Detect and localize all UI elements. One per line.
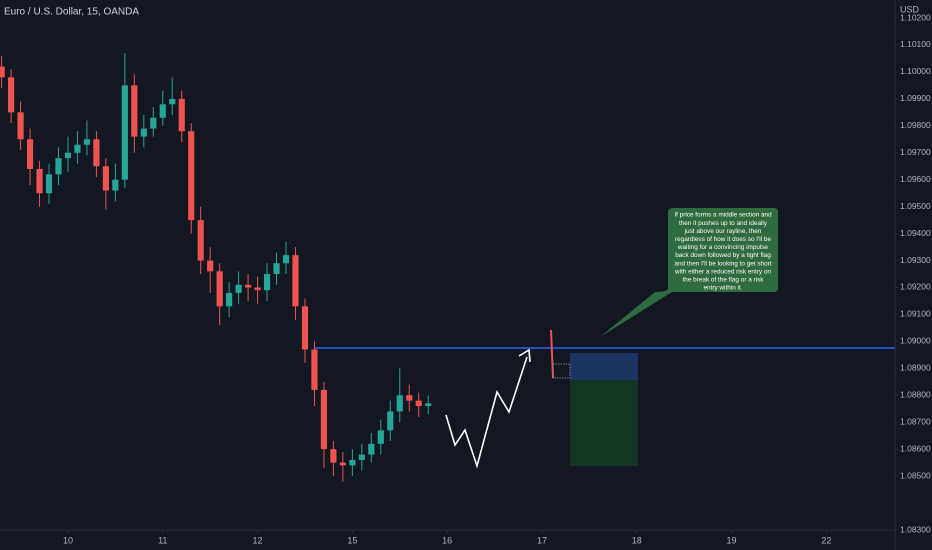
candle-body	[140, 128, 147, 137]
chart-title: Euro / U.S. Dollar, 15, OANDA	[4, 7, 139, 18]
candle-body	[159, 104, 166, 118]
candle-body	[121, 85, 128, 180]
callout-text: entry within it.	[703, 285, 742, 292]
candle-body	[216, 271, 223, 307]
candle-body	[387, 411, 394, 431]
candle-body	[292, 255, 299, 307]
y-tick-label: 1.10100	[900, 39, 931, 49]
x-tick-label: 18	[632, 535, 642, 545]
candle-body	[102, 166, 109, 191]
arrow-head	[518, 348, 531, 363]
y-tick-label: 1.09200	[900, 282, 931, 292]
candle-body	[178, 98, 185, 132]
x-tick-label: 10	[63, 535, 73, 545]
candle-body	[396, 395, 403, 412]
y-tick-label: 1.08500	[900, 470, 931, 480]
candle-body	[406, 395, 413, 401]
y-tick-label: 1.09100	[900, 309, 931, 319]
y-tick-label: 1.09600	[900, 174, 931, 184]
risk-box	[570, 353, 638, 380]
candle-body	[226, 292, 233, 307]
candle-body	[377, 430, 384, 444]
callout-text: with either a reduced risk entry on	[674, 268, 771, 275]
candle-body	[330, 449, 337, 463]
candle-body	[26, 139, 34, 169]
candle-body	[36, 168, 43, 194]
candle-body	[207, 260, 214, 272]
candle-body	[17, 112, 24, 140]
y-tick-label: 1.08900	[900, 363, 931, 373]
y-tick-label: 1.08300	[900, 524, 931, 534]
candle-body	[8, 77, 15, 113]
candle-body	[45, 174, 53, 194]
x-tick-label: 22	[821, 535, 831, 545]
y-tick-label: 1.10200	[900, 12, 931, 22]
candle-body	[301, 306, 309, 350]
candle-body	[112, 179, 119, 191]
candle-body	[254, 287, 261, 291]
callout-text: waiting for a convincing impulse	[677, 244, 769, 251]
candle-body	[415, 400, 422, 407]
x-tick-label: 15	[347, 535, 357, 545]
candle-body	[169, 98, 176, 105]
y-tick-label: 1.10000	[900, 66, 931, 76]
x-tick-label: 11	[158, 535, 167, 545]
plot	[0, 53, 432, 482]
callout-text: then it pushes up to and ideally	[679, 220, 768, 227]
callout	[600, 208, 778, 337]
callout-text: the break of the flag or a risk	[683, 276, 765, 283]
candle-body	[425, 403, 432, 407]
candle-body	[83, 139, 91, 145]
callout-text: If price forms a middle section and	[674, 212, 772, 219]
candle-body	[197, 220, 204, 261]
y-tick-label: 1.09900	[900, 93, 931, 103]
projected-path	[445, 356, 528, 469]
candle-body	[131, 85, 138, 137]
projection-flag	[552, 363, 571, 379]
reward-box	[570, 380, 638, 466]
y-tick-label: 1.09500	[900, 201, 931, 211]
y-tick-label: 1.09000	[900, 336, 931, 346]
candle-body	[349, 459, 356, 466]
y-tick-label: 1.09700	[900, 147, 931, 157]
candle-body	[273, 263, 280, 275]
y-tick-label: 1.08800	[900, 390, 931, 400]
callout-text: back down followed by a tight flag	[675, 252, 771, 259]
x-tick-label: 16	[442, 535, 452, 545]
candle-body	[55, 158, 62, 175]
y-tick-label: 1.09800	[900, 120, 931, 130]
candle-body	[188, 131, 195, 221]
y-tick-label: 1.08600	[900, 443, 931, 453]
candle-body	[339, 462, 346, 466]
callout-text: just above our rayline, then	[684, 228, 762, 235]
callout-text: and then I'll be looking to get short	[674, 260, 771, 267]
y-tick-label: 1.09300	[900, 255, 931, 265]
x-tick-label: 17	[537, 535, 547, 545]
y-tick-label: 1.08700	[900, 416, 931, 426]
y-tick-label: 1.09400	[900, 228, 931, 238]
candle-body	[263, 274, 271, 291]
currency-label: USD	[900, 4, 920, 14]
candle-body	[93, 139, 100, 167]
candle-body	[150, 117, 157, 129]
candle-body	[368, 443, 375, 455]
x-tick-label: 12	[253, 535, 263, 545]
candle-body	[235, 284, 242, 293]
candle-body	[320, 389, 328, 450]
candle-body	[245, 284, 252, 288]
candle-body	[282, 255, 290, 264]
candle-body	[74, 144, 81, 153]
candle-body	[358, 454, 365, 460]
candle-body	[64, 152, 72, 159]
callout-text: regardless of how it does so I'll be	[675, 236, 772, 243]
candle-body	[0, 66, 5, 78]
x-tick-label: 19	[727, 535, 737, 545]
candle-body	[311, 349, 318, 390]
